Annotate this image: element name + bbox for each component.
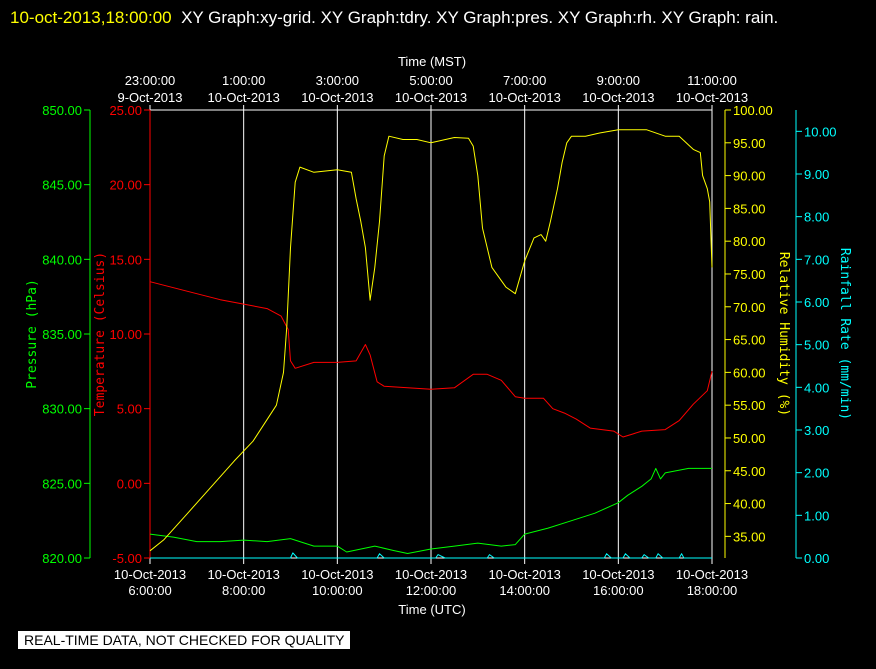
temperature-tick-label: 5.00 (117, 402, 142, 417)
humidity-tick-label: 95.00 (733, 136, 766, 151)
pressure-axis-title: Pressure (hPa) (25, 279, 40, 389)
pressure-tick-label: 835.00 (42, 327, 82, 342)
x-bottom-tick-date: 10-Oct-2013 (114, 567, 186, 582)
x-top-tick-date: 10-Oct-2013 (301, 90, 373, 105)
x-bottom-tick-time: 18:00:00 (687, 583, 738, 598)
humidity-tick-label: 40.00 (733, 497, 766, 512)
humidity-tick-label: 45.00 (733, 464, 766, 479)
x-bottom-tick-date: 10-Oct-2013 (676, 567, 748, 582)
pressure-series-line (149, 467, 712, 554)
time-gridlines (243, 110, 619, 558)
temperature-series-line (149, 281, 713, 438)
x-top-tick-time: 23:00:00 (125, 73, 176, 88)
x-bottom-tick-time: 16:00:00 (593, 583, 644, 598)
x-top-axis-title: Time (MST) (398, 54, 466, 69)
rain-axis-title: Rainfall Rate (mm/min) (837, 248, 852, 420)
humidity-tick-label: 70.00 (733, 300, 766, 315)
x-bottom-tick-date: 10-Oct-2013 (582, 567, 654, 582)
pressure-tick-label: 830.00 (42, 402, 82, 417)
rain-tick-label: 4.00 (804, 380, 829, 395)
rain-tick-label: 3.00 (804, 423, 829, 438)
humidity-axis-title: Relative Humidity (%) (776, 252, 791, 416)
temperature-tick-label: 15.00 (109, 252, 142, 267)
rain-tick-label: 0.00 (804, 551, 829, 566)
humidity-tick-label: 80.00 (733, 234, 766, 249)
x-bottom-axis-title: Time (UTC) (398, 602, 465, 617)
header-graph-titles: XY Graph:xy-grid. XY Graph:tdry. XY Grap… (181, 8, 779, 27)
graph-header: 10-oct-2013,18:00:00 XY Graph:xy-grid. X… (10, 2, 870, 33)
rain-tick-label: 10.00 (804, 124, 837, 139)
temperature-tick-label: 10.00 (109, 327, 142, 342)
humidity-tick-label: 55.00 (733, 398, 766, 413)
x-top-tick-time: 3:00:00 (316, 73, 359, 88)
x-top-tick-time: 11:00:00 (687, 73, 737, 88)
x-top-tick-date: 9-Oct-2013 (117, 90, 182, 105)
x-bottom-tick-time: 6:00:00 (128, 583, 171, 598)
x-top-tick-date: 10-Oct-2013 (208, 90, 280, 105)
rain-tick-label: 5.00 (804, 338, 829, 353)
pressure-tick-label: 820.00 (42, 551, 82, 566)
rain-tick-label: 7.00 (804, 252, 829, 267)
humidity-tick-label: 90.00 (733, 169, 766, 184)
series-group (149, 129, 713, 559)
x-top-tick-date: 10-Oct-2013 (582, 90, 654, 105)
temperature-tick-label: 25.00 (109, 103, 142, 118)
humidity-tick-label: 100.00 (733, 103, 773, 118)
humidity-tick-label: 75.00 (733, 267, 766, 282)
x-bottom-tick-date: 10-Oct-2013 (395, 567, 467, 582)
x-top-tick-date: 10-Oct-2013 (676, 90, 748, 105)
temperature-axis-title: Temperature (Celsius) (93, 252, 108, 416)
pressure-tick-label: 840.00 (42, 252, 82, 267)
rain-tick-label: 2.00 (804, 466, 829, 481)
humidity-tick-label: 60.00 (733, 365, 766, 380)
pressure-tick-label: 850.00 (42, 103, 82, 118)
rain-tick-label: 1.00 (804, 508, 829, 523)
quality-disclaimer: REAL-TIME DATA, NOT CHECKED FOR QUALITY (18, 631, 351, 649)
humidity-tick-label: 50.00 (733, 431, 766, 446)
x-top-tick-time: 1:00:00 (222, 73, 265, 88)
x-top-tick-date: 10-Oct-2013 (395, 90, 467, 105)
humidity-series-line (149, 129, 713, 552)
x-top-tick-time: 9:00:00 (597, 73, 640, 88)
temperature-tick-label: 0.00 (117, 476, 142, 491)
rain-tick-label: 8.00 (804, 210, 829, 225)
rain-series-line (150, 552, 712, 559)
rain-tick-label: 9.00 (804, 167, 829, 182)
temperature-tick-label: -5.00 (112, 551, 142, 566)
x-bottom-tick-date: 10-Oct-2013 (301, 567, 373, 582)
x-bottom-tick-date: 10-Oct-2013 (208, 567, 280, 582)
x-top-tick-date: 10-Oct-2013 (489, 90, 561, 105)
x-bottom-tick-time: 8:00:00 (222, 583, 265, 598)
x-top-tick-time: 7:00:00 (503, 73, 546, 88)
x-top-tick-time: 5:00:00 (409, 73, 452, 88)
x-bottom-tick-date: 10-Oct-2013 (489, 567, 561, 582)
x-bottom-tick-time: 14:00:00 (499, 583, 550, 598)
humidity-tick-label: 85.00 (733, 201, 766, 216)
pressure-tick-label: 845.00 (42, 178, 82, 193)
humidity-tick-label: 65.00 (733, 333, 766, 348)
header-timestamp: 10-oct-2013,18:00:00 (10, 8, 172, 27)
humidity-tick-label: 35.00 (733, 529, 766, 544)
temperature-tick-label: 20.00 (109, 178, 142, 193)
pressure-tick-label: 825.00 (42, 476, 82, 491)
x-bottom-tick-time: 12:00:00 (406, 583, 457, 598)
axes-group: 10-Oct-20136:00:0010-Oct-20138:00:0010-O… (42, 73, 836, 598)
x-bottom-tick-time: 10:00:00 (312, 583, 363, 598)
rain-tick-label: 6.00 (804, 295, 829, 310)
